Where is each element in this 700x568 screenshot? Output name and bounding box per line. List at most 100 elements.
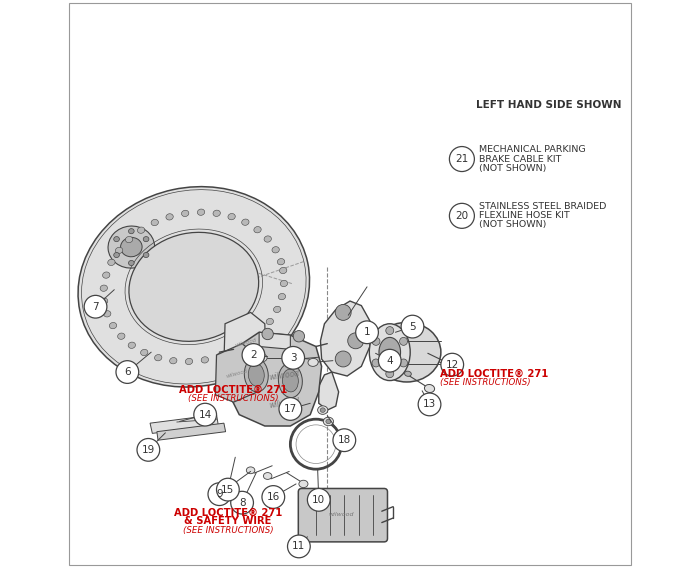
Ellipse shape bbox=[128, 342, 136, 348]
Polygon shape bbox=[224, 312, 266, 371]
Circle shape bbox=[262, 486, 285, 508]
Ellipse shape bbox=[246, 467, 255, 474]
Circle shape bbox=[137, 438, 160, 461]
Circle shape bbox=[335, 351, 351, 367]
Circle shape bbox=[400, 337, 407, 345]
Ellipse shape bbox=[118, 333, 125, 339]
Ellipse shape bbox=[129, 260, 134, 266]
Ellipse shape bbox=[129, 232, 259, 341]
Ellipse shape bbox=[108, 259, 115, 265]
Circle shape bbox=[386, 370, 393, 378]
Circle shape bbox=[208, 483, 231, 506]
Ellipse shape bbox=[100, 285, 108, 291]
Ellipse shape bbox=[263, 473, 272, 479]
Text: wilwood: wilwood bbox=[269, 396, 300, 410]
Polygon shape bbox=[318, 372, 339, 410]
Circle shape bbox=[379, 349, 401, 372]
Circle shape bbox=[288, 535, 310, 558]
Text: BRAKE CABLE KIT: BRAKE CABLE KIT bbox=[479, 154, 561, 164]
Ellipse shape bbox=[279, 364, 302, 398]
Text: (NOT SHOWN): (NOT SHOWN) bbox=[479, 164, 546, 173]
Polygon shape bbox=[216, 344, 258, 402]
Ellipse shape bbox=[141, 349, 148, 356]
Text: 1: 1 bbox=[364, 327, 370, 337]
Text: & SAFETY WIRE: & SAFETY WIRE bbox=[184, 516, 272, 527]
Ellipse shape bbox=[228, 214, 235, 220]
Polygon shape bbox=[228, 332, 321, 426]
Ellipse shape bbox=[109, 323, 117, 329]
Circle shape bbox=[372, 337, 380, 345]
Text: 4: 4 bbox=[386, 356, 393, 366]
Text: wilwood: wilwood bbox=[269, 368, 300, 382]
Ellipse shape bbox=[103, 272, 110, 278]
Ellipse shape bbox=[308, 358, 318, 366]
Text: (SEE INSTRUCTIONS): (SEE INSTRUCTIONS) bbox=[188, 394, 279, 403]
Text: 17: 17 bbox=[284, 404, 297, 414]
Ellipse shape bbox=[280, 281, 288, 287]
Circle shape bbox=[194, 403, 216, 426]
Text: 3: 3 bbox=[290, 353, 297, 363]
Ellipse shape bbox=[320, 408, 326, 412]
Ellipse shape bbox=[144, 236, 149, 242]
Text: (SEE INSTRUCTIONS): (SEE INSTRUCTIONS) bbox=[440, 378, 531, 387]
Ellipse shape bbox=[272, 247, 279, 253]
Text: 14: 14 bbox=[199, 410, 212, 420]
Text: 16: 16 bbox=[267, 492, 280, 502]
Circle shape bbox=[400, 359, 407, 367]
Ellipse shape bbox=[120, 237, 142, 257]
Text: (NOT SHOWN): (NOT SHOWN) bbox=[479, 220, 546, 229]
Ellipse shape bbox=[232, 347, 239, 353]
Text: LEFT HAND SIDE SHOWN: LEFT HAND SIDE SHOWN bbox=[476, 100, 622, 110]
Text: 12: 12 bbox=[446, 360, 459, 370]
Ellipse shape bbox=[186, 358, 192, 365]
Ellipse shape bbox=[144, 252, 149, 258]
Ellipse shape bbox=[257, 354, 267, 362]
Circle shape bbox=[386, 327, 393, 335]
Text: wilwood: wilwood bbox=[329, 512, 354, 516]
Ellipse shape bbox=[294, 355, 304, 363]
Ellipse shape bbox=[116, 247, 122, 253]
Circle shape bbox=[116, 361, 139, 383]
Circle shape bbox=[335, 304, 351, 320]
Ellipse shape bbox=[108, 226, 155, 268]
Text: 15: 15 bbox=[221, 485, 234, 495]
Text: 11: 11 bbox=[293, 541, 305, 552]
Circle shape bbox=[449, 203, 475, 228]
Ellipse shape bbox=[442, 360, 453, 367]
Ellipse shape bbox=[278, 294, 286, 300]
Circle shape bbox=[279, 398, 302, 420]
Text: FLEXLINE HOSE KIT: FLEXLINE HOSE KIT bbox=[479, 211, 570, 220]
Circle shape bbox=[441, 353, 463, 376]
Circle shape bbox=[262, 328, 273, 340]
Ellipse shape bbox=[405, 371, 412, 377]
Ellipse shape bbox=[279, 268, 287, 274]
Circle shape bbox=[356, 321, 379, 344]
Ellipse shape bbox=[254, 227, 261, 233]
Text: 20: 20 bbox=[455, 211, 468, 221]
Polygon shape bbox=[150, 415, 218, 433]
Ellipse shape bbox=[326, 419, 331, 424]
Text: MECHANICAL PARKING: MECHANICAL PARKING bbox=[479, 145, 586, 154]
Ellipse shape bbox=[424, 385, 435, 392]
Ellipse shape bbox=[166, 214, 174, 220]
Ellipse shape bbox=[197, 209, 204, 215]
Ellipse shape bbox=[125, 236, 133, 243]
Text: 8: 8 bbox=[239, 498, 246, 508]
Ellipse shape bbox=[277, 258, 285, 265]
Ellipse shape bbox=[129, 228, 134, 234]
Ellipse shape bbox=[101, 298, 108, 304]
Circle shape bbox=[282, 346, 304, 369]
Text: 6: 6 bbox=[124, 367, 131, 377]
Ellipse shape bbox=[282, 369, 298, 392]
Ellipse shape bbox=[201, 357, 209, 363]
Circle shape bbox=[216, 478, 239, 501]
Text: 10: 10 bbox=[312, 495, 326, 505]
Ellipse shape bbox=[213, 210, 220, 216]
Polygon shape bbox=[321, 301, 370, 376]
Ellipse shape bbox=[169, 358, 177, 364]
Circle shape bbox=[372, 359, 380, 367]
Ellipse shape bbox=[137, 227, 145, 233]
Circle shape bbox=[84, 295, 107, 318]
Ellipse shape bbox=[78, 187, 309, 387]
Text: ADD LOCTITE® 271: ADD LOCTITE® 271 bbox=[440, 369, 548, 379]
